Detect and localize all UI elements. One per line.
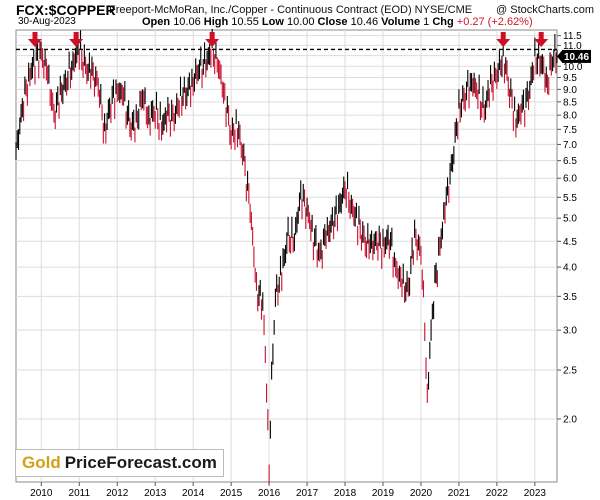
high-value: 10.55 (231, 16, 259, 28)
x-tick-label: 2010 (30, 488, 53, 499)
down-arrow-icon (500, 32, 506, 39)
x-axis: 2010 2011 2012 2013 2014 2015 2016 2017 2018 2019… (30, 482, 546, 499)
y-tick-label: 2.5 (563, 366, 577, 377)
down-arrow-icon (27, 39, 42, 47)
x-tick-label: 2012 (106, 488, 129, 499)
peak-markers (27, 32, 549, 47)
y-tick-label: 4.5 (563, 237, 577, 248)
volume-label: Volume (381, 16, 421, 28)
down-arrow-icon (32, 32, 38, 39)
x-tick-label: 2014 (182, 488, 205, 499)
y-tick-label: 9.5 (563, 73, 577, 84)
last-price-badge: 10.46 (557, 49, 591, 63)
y-tick-label: 5.5 (563, 193, 577, 204)
y-tick-label: 3.0 (563, 326, 577, 337)
x-tick-label: 2019 (372, 488, 395, 499)
open-value: 10.06 (173, 16, 201, 28)
y-tick-label: 7.0 (563, 140, 577, 151)
chg-label: Chg (432, 16, 454, 28)
down-arrow-icon (73, 32, 79, 39)
last-price-pointer (557, 50, 562, 63)
chart-date: 30-Aug-2023 (18, 16, 76, 27)
y-tick-label: 9.0 (563, 85, 577, 96)
y-tick-label: 8.0 (563, 111, 577, 122)
y-tick-label: 7.5 (563, 125, 577, 136)
down-arrow-icon (534, 39, 549, 47)
x-tick-label: 2017 (296, 488, 319, 499)
low-value: 10.00 (286, 16, 315, 28)
y-tick-label: 5.0 (563, 214, 577, 225)
logo-rest-text: PriceForecast.com (64, 453, 217, 472)
down-arrow-icon (209, 32, 215, 39)
y-tick-label: 6.5 (563, 156, 577, 167)
last-price-label: 10.46 (564, 52, 589, 63)
grid (16, 30, 557, 482)
instrument-name: Freeport-McMoRan, Inc./Copper - Continuo… (109, 4, 473, 16)
x-tick-label: 2013 (144, 488, 167, 499)
x-tick-label: 2020 (410, 488, 433, 499)
volume-value: 1 (423, 16, 430, 28)
y-axis: 11.511.010.510.09.59.08.58.07.57.06.56.0… (557, 31, 583, 425)
down-arrow-icon (205, 39, 220, 47)
y-tick-label: 11.5 (563, 31, 582, 42)
high-label: High (203, 16, 229, 28)
x-tick-label: 2011 (69, 488, 91, 499)
ohlc-readout: Open 10.06 High 10.55 Low 10.00 Close 10… (142, 16, 533, 28)
down-arrow-icon (538, 32, 544, 39)
y-tick-label: 4.0 (563, 263, 577, 274)
watermark: @ StockCharts.com (496, 4, 594, 16)
y-tick-label: 2.0 (563, 414, 577, 425)
x-tick-label: 2015 (220, 488, 243, 499)
logo-gold-text: Gold (22, 453, 61, 472)
chg-value: +0.27 (+2.62%) (456, 16, 533, 28)
x-tick-label: 2016 (258, 488, 281, 499)
x-tick-label: 2023 (524, 488, 547, 499)
down-arrow-icon (496, 39, 511, 47)
close-label: Close (317, 16, 348, 28)
ticker-symbol: FCX:$COPPER (16, 2, 116, 18)
y-tick-label: 8.5 (563, 97, 577, 108)
close-value: 10.46 (350, 16, 379, 28)
price-bars (15, 28, 558, 484)
plot-frame (15, 29, 558, 483)
last-price-box (562, 49, 591, 63)
y-tick-label: 10.0 (563, 62, 583, 73)
open-label: Open (142, 16, 171, 28)
down-arrow-icon (69, 39, 84, 47)
y-tick-label: 11.0 (563, 41, 582, 52)
y-tick-label: 3.5 (563, 292, 577, 303)
x-tick-label: 2021 (448, 488, 471, 499)
low-label: Low (261, 16, 284, 28)
goldpriceforecast-logo: Gold PriceForecast.com (15, 449, 224, 477)
chart-header: FCX:$COPPER Freeport-McMoRan, Inc./Coppe… (0, 0, 600, 30)
y-tick-label: 6.0 (563, 174, 577, 185)
x-tick-label: 2022 (486, 488, 509, 499)
x-tick-label: 2018 (334, 488, 357, 499)
